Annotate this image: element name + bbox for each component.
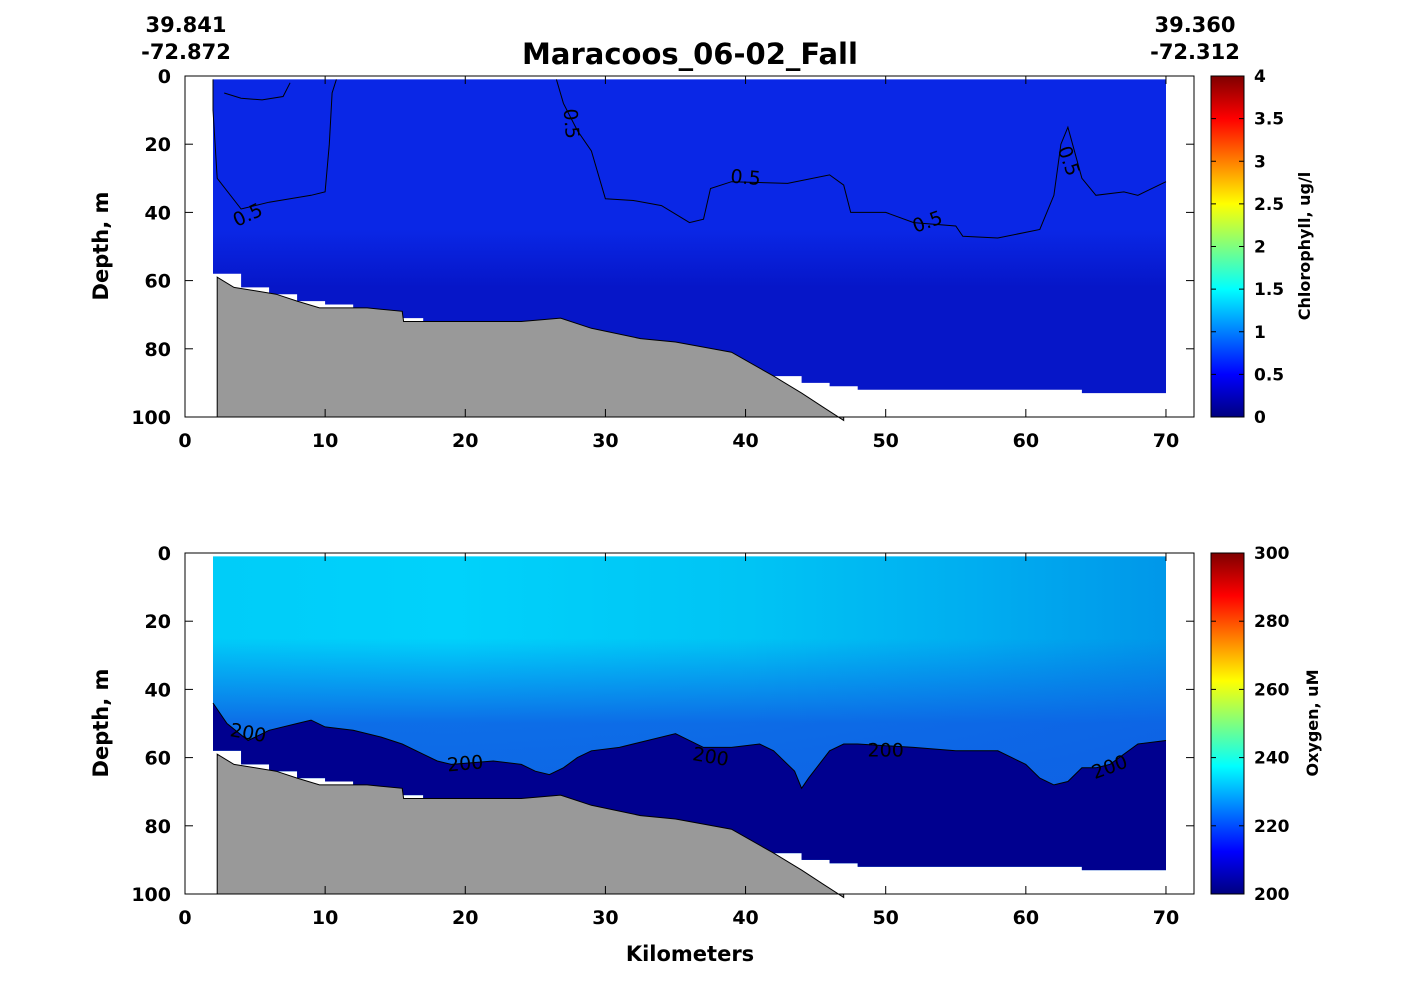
contour-label: 200 (868, 739, 904, 761)
y-tick-label: 0 (158, 66, 171, 88)
oxygen-colorbar-label: Oxygen, uM (1303, 669, 1322, 776)
colorbar-tick-label: 260 (1254, 680, 1290, 700)
start-latitude: 39.841 (145, 13, 226, 37)
y-tick-label: 40 (145, 679, 171, 701)
colorbar-tick-label: 240 (1254, 749, 1290, 769)
end-longitude: -72.312 (1150, 40, 1240, 64)
y-tick-label: 80 (145, 816, 171, 838)
colorbar-tick-label: 1.5 (1254, 280, 1284, 300)
seafloor (216, 276, 845, 422)
x-axis-label: Kilometers (626, 942, 754, 966)
contour-line (212, 702, 1167, 790)
colorbar-tick-label: 200 (1254, 885, 1290, 905)
x-tick-label: 40 (732, 907, 758, 929)
chlorophyll-axes-frame (184, 75, 1195, 418)
contour-line (212, 79, 337, 210)
colorbar-tick-label: 300 (1254, 544, 1290, 564)
colorbar-tick-label: 220 (1254, 817, 1290, 837)
y-tick-label: 60 (145, 271, 171, 293)
x-tick-label: 60 (1013, 907, 1039, 929)
x-tick-label: 70 (1153, 430, 1179, 452)
x-tick-label: 30 (592, 430, 618, 452)
x-tick-label: 70 (1153, 907, 1179, 929)
x-tick-label: 30 (592, 907, 618, 929)
colorbar-tick-label: 3 (1254, 152, 1266, 172)
oxygen-axes-frame (184, 552, 1195, 895)
x-tick-label: 0 (178, 907, 191, 929)
figure-title: Maracoos_06-02_Fall (522, 37, 858, 71)
x-tick-label: 10 (312, 907, 338, 929)
x-tick-label: 50 (872, 907, 898, 929)
y-tick-label: 100 (131, 884, 171, 906)
y-tick-label: 0 (158, 543, 171, 565)
seafloor (216, 753, 845, 899)
x-tick-label: 60 (1013, 430, 1039, 452)
y-tick-label: 80 (145, 339, 171, 361)
contour-label: 0.5 (559, 108, 584, 140)
colorbar-tick-label: 3.5 (1254, 110, 1284, 130)
colorbar-tick-label: 1 (1254, 323, 1266, 343)
chlorophyll-y-axis-label: Depth, m (89, 192, 113, 301)
end-latitude: 39.360 (1154, 13, 1235, 37)
y-tick-label: 20 (145, 611, 171, 633)
colorbar-tick-label: 0.5 (1254, 365, 1284, 385)
x-tick-label: 10 (312, 430, 338, 452)
colorbar-tick-label: 4 (1254, 67, 1266, 87)
colorbar-tick-label: 280 (1254, 612, 1290, 632)
contour-line (224, 82, 291, 101)
contour-label: 0.5 (730, 166, 762, 191)
chlorophyll-contours: 0.50.50.50.50.5 (212, 79, 1167, 239)
y-tick-label: 100 (131, 407, 171, 429)
y-tick-label: 40 (145, 202, 171, 224)
x-tick-label: 40 (732, 430, 758, 452)
oxygen-colorbar (1210, 552, 1245, 895)
oxygen-axis-ticks: 0 10 20 30 40 50 60 70 0 20 40 60 80 100 (131, 543, 1194, 929)
colorbar-tick-label: 2.5 (1254, 195, 1284, 215)
contour-label: 200 (446, 751, 484, 776)
x-tick-label: 50 (872, 430, 898, 452)
y-tick-label: 20 (145, 134, 171, 156)
oxygen-y-axis-label: Depth, m (89, 669, 113, 778)
colorbar-tick-label: 2 (1254, 238, 1266, 258)
oxygen-colorbar-ticks: 300 280 260 240 220 200 (1211, 544, 1290, 905)
chlorophyll-colorbar-ticks: 4 3.5 3 2.5 2 1.5 1 0.5 0 (1211, 67, 1284, 428)
x-tick-label: 20 (452, 907, 478, 929)
chlorophyll-panel: 0.50.50.50.50.5 0 10 20 30 40 50 60 70020406080… (89, 66, 1314, 452)
chlorophyll-axis-ticks: 0 10 20 30 40 50 60 70 0 20 40 60 80 100 (131, 66, 1194, 452)
chlorophyll-colorbar (1210, 75, 1245, 418)
start-longitude: -72.872 (141, 40, 231, 64)
x-tick-label: 20 (452, 430, 478, 452)
chlorophyll-colorbar-label: Chlorophyll, ug/l (1295, 172, 1314, 321)
contour-line (555, 79, 1167, 239)
y-tick-label: 60 (145, 748, 171, 770)
colorbar-tick-label: 0 (1254, 408, 1266, 428)
x-tick-label: 0 (178, 430, 191, 452)
